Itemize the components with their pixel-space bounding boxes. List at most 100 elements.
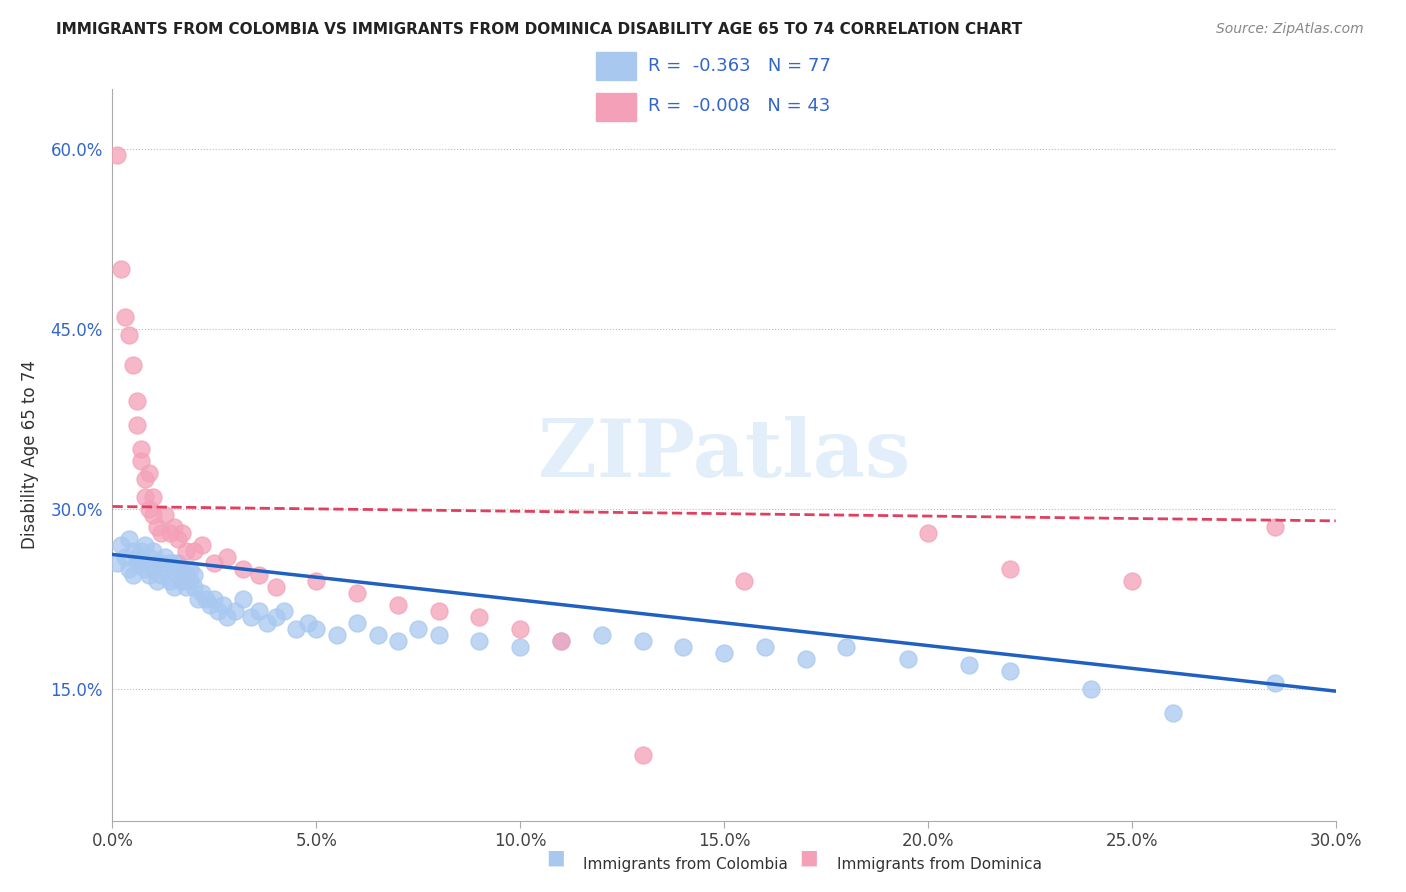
Point <box>114 549 136 564</box>
Point <box>134 538 156 552</box>
Point <box>166 556 188 570</box>
Point <box>138 501 160 516</box>
Point <box>256 615 278 630</box>
Y-axis label: Disability Age 65 to 74: Disability Age 65 to 74 <box>21 360 39 549</box>
Bar <box>596 93 636 120</box>
Point <box>183 580 205 594</box>
Point <box>183 567 205 582</box>
Text: Immigrants from Dominica: Immigrants from Dominica <box>837 857 1042 872</box>
Point <box>114 310 136 324</box>
Point <box>159 525 181 540</box>
Point <box>125 549 148 564</box>
Point <box>468 633 491 648</box>
Point <box>204 556 226 570</box>
Point <box>122 567 145 582</box>
Point <box>631 747 654 762</box>
Point <box>129 544 152 558</box>
Point <box>110 538 132 552</box>
Point <box>105 556 128 570</box>
Point <box>591 628 613 642</box>
Point <box>110 262 132 277</box>
Point <box>125 556 148 570</box>
Point <box>215 549 238 564</box>
Point <box>550 633 572 648</box>
Point <box>179 574 201 588</box>
Point <box>509 622 531 636</box>
Point <box>170 525 193 540</box>
Point <box>326 628 349 642</box>
Point <box>166 532 188 546</box>
Point <box>224 604 246 618</box>
Point <box>163 520 186 534</box>
Point <box>142 508 165 522</box>
Point <box>734 574 756 588</box>
Point <box>118 562 141 576</box>
Point <box>284 622 308 636</box>
Point <box>134 490 156 504</box>
Point <box>631 633 654 648</box>
Point <box>138 567 160 582</box>
Point <box>187 591 209 606</box>
Point <box>387 633 409 648</box>
Point <box>155 508 177 522</box>
Point <box>509 640 531 654</box>
Point <box>794 652 817 666</box>
Text: ZIPatlas: ZIPatlas <box>538 416 910 494</box>
Point <box>366 628 388 642</box>
Point <box>138 466 160 480</box>
Point <box>146 520 169 534</box>
Point <box>195 591 218 606</box>
Point <box>118 532 141 546</box>
Point <box>174 567 197 582</box>
Point <box>146 574 169 588</box>
Point <box>142 544 165 558</box>
Point <box>305 574 328 588</box>
Point <box>138 549 160 564</box>
Point <box>297 615 319 630</box>
Point <box>159 574 181 588</box>
Point <box>129 442 152 456</box>
Point <box>550 633 572 648</box>
Point <box>754 640 776 654</box>
Point <box>835 640 858 654</box>
Point <box>1080 681 1102 696</box>
Point <box>155 549 177 564</box>
Point <box>427 628 450 642</box>
Point <box>387 598 409 612</box>
Point <box>170 574 193 588</box>
Point <box>174 580 197 594</box>
Point <box>247 567 270 582</box>
Point <box>166 567 188 582</box>
Point <box>122 358 145 372</box>
Point <box>142 562 165 576</box>
Bar <box>596 53 636 80</box>
Point <box>125 417 148 432</box>
Text: Immigrants from Colombia: Immigrants from Colombia <box>583 857 789 872</box>
Point <box>264 609 287 624</box>
Point <box>1264 675 1286 690</box>
Point <box>346 615 368 630</box>
Point <box>146 556 169 570</box>
Text: ▪: ▪ <box>799 843 818 872</box>
Point <box>170 562 193 576</box>
Point <box>191 538 214 552</box>
Point <box>998 562 1021 576</box>
Point <box>142 490 165 504</box>
Point <box>105 148 128 162</box>
Point <box>346 586 368 600</box>
Text: R =  -0.363   N = 77: R = -0.363 N = 77 <box>648 57 831 75</box>
Text: ▪: ▪ <box>546 843 565 872</box>
Point <box>118 328 141 343</box>
Point <box>211 598 233 612</box>
Point <box>1264 520 1286 534</box>
Point <box>125 394 148 409</box>
Point <box>232 591 254 606</box>
Point <box>1161 706 1184 720</box>
Point <box>1121 574 1143 588</box>
Point <box>207 604 229 618</box>
Point <box>998 664 1021 678</box>
Point <box>200 598 222 612</box>
Point <box>159 556 181 570</box>
Point <box>713 646 735 660</box>
Point <box>150 567 173 582</box>
